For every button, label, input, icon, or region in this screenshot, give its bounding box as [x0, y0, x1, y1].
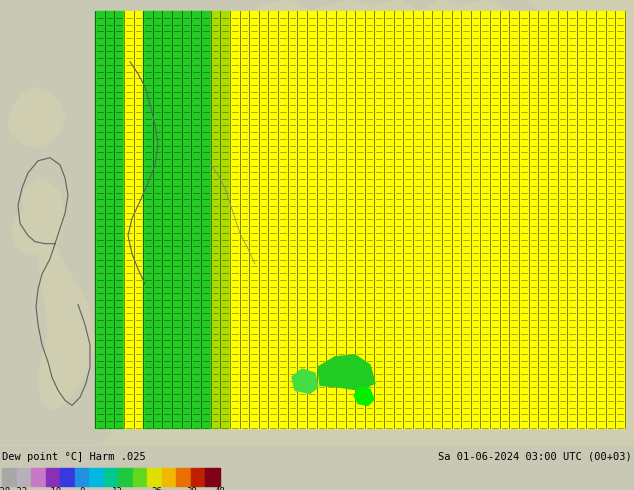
Text: -28: -28: [0, 488, 10, 490]
Polygon shape: [567, 11, 577, 428]
Polygon shape: [451, 11, 461, 428]
Polygon shape: [432, 11, 442, 428]
Polygon shape: [162, 11, 172, 428]
Polygon shape: [249, 11, 259, 428]
Polygon shape: [354, 387, 374, 405]
Polygon shape: [442, 11, 451, 428]
Bar: [31, 468, 46, 486]
Polygon shape: [8, 87, 65, 147]
Polygon shape: [210, 11, 220, 428]
Polygon shape: [394, 11, 403, 428]
Polygon shape: [0, 0, 634, 446]
Polygon shape: [509, 11, 519, 428]
Polygon shape: [134, 11, 143, 428]
Polygon shape: [12, 211, 44, 256]
Polygon shape: [596, 11, 605, 428]
Polygon shape: [240, 11, 249, 428]
Polygon shape: [22, 178, 65, 244]
Bar: [162, 468, 176, 486]
Polygon shape: [172, 11, 182, 428]
Bar: [119, 468, 133, 486]
Polygon shape: [292, 369, 318, 393]
Text: Sa 01-06-2024 03:00 UTC (00+03): Sa 01-06-2024 03:00 UTC (00+03): [438, 452, 632, 462]
Polygon shape: [259, 11, 268, 428]
Polygon shape: [390, 51, 422, 173]
Polygon shape: [201, 11, 210, 428]
Polygon shape: [153, 11, 162, 428]
Polygon shape: [423, 11, 432, 428]
Polygon shape: [114, 11, 124, 428]
Polygon shape: [346, 11, 355, 428]
Polygon shape: [538, 11, 548, 428]
Polygon shape: [500, 11, 509, 428]
Bar: [147, 468, 162, 486]
Polygon shape: [519, 11, 529, 428]
Polygon shape: [365, 11, 375, 428]
Bar: [191, 468, 205, 486]
Bar: [75, 468, 89, 486]
Text: -10: -10: [46, 488, 61, 490]
Polygon shape: [38, 234, 95, 411]
Polygon shape: [355, 11, 365, 428]
Polygon shape: [461, 11, 471, 428]
Text: Dew point °C] Harm .025: Dew point °C] Harm .025: [2, 452, 146, 462]
Polygon shape: [403, 11, 413, 428]
Polygon shape: [490, 11, 500, 428]
Polygon shape: [327, 11, 336, 428]
Polygon shape: [288, 11, 297, 428]
Polygon shape: [268, 11, 278, 428]
Polygon shape: [143, 11, 153, 428]
Polygon shape: [616, 11, 625, 428]
Polygon shape: [191, 11, 201, 428]
Bar: [60, 468, 75, 486]
Polygon shape: [95, 11, 105, 428]
Text: 12: 12: [112, 488, 122, 490]
Polygon shape: [307, 11, 316, 428]
Polygon shape: [586, 11, 596, 428]
Text: 26: 26: [152, 488, 162, 490]
Polygon shape: [220, 11, 230, 428]
Polygon shape: [529, 11, 538, 428]
Polygon shape: [316, 11, 327, 428]
Bar: [89, 468, 104, 486]
Bar: [133, 468, 147, 486]
Text: 48: 48: [215, 488, 225, 490]
Polygon shape: [548, 11, 557, 428]
Bar: [46, 468, 60, 486]
Polygon shape: [318, 355, 375, 391]
Text: 0: 0: [80, 488, 85, 490]
Text: 38: 38: [186, 488, 197, 490]
Polygon shape: [297, 11, 307, 428]
Bar: [205, 468, 220, 486]
Polygon shape: [605, 11, 616, 428]
Polygon shape: [557, 11, 567, 428]
Polygon shape: [182, 11, 191, 428]
Polygon shape: [105, 11, 114, 428]
Polygon shape: [230, 11, 240, 428]
Polygon shape: [375, 11, 384, 428]
Bar: [2, 468, 16, 486]
Polygon shape: [336, 11, 346, 428]
Text: -22: -22: [11, 488, 27, 490]
Polygon shape: [278, 11, 288, 428]
Bar: [16, 468, 31, 486]
Polygon shape: [471, 11, 481, 428]
Polygon shape: [577, 11, 586, 428]
Polygon shape: [481, 11, 490, 428]
Polygon shape: [413, 11, 423, 428]
Polygon shape: [530, 0, 634, 299]
Bar: [176, 468, 191, 486]
Polygon shape: [384, 11, 394, 428]
Bar: [104, 468, 119, 486]
Polygon shape: [124, 11, 134, 428]
